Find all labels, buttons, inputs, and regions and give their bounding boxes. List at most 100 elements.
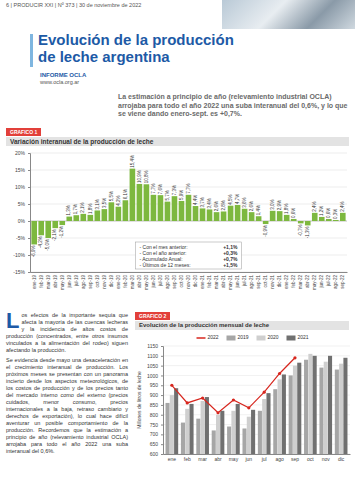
bar — [328, 356, 332, 454]
x-tick: ene-22 — [284, 275, 289, 290]
y-tick-mark — [161, 454, 163, 455]
bar — [201, 401, 205, 454]
x-tick-label: abr-22 — [305, 275, 310, 289]
bar — [196, 419, 200, 454]
bar — [116, 207, 122, 221]
bar — [251, 410, 255, 454]
data-label: 0,6% — [326, 208, 331, 218]
y-tick: 1100 — [147, 353, 163, 359]
bar — [130, 169, 136, 221]
bar — [278, 379, 282, 454]
bar — [231, 411, 235, 454]
x-tick-label: mar-20 — [130, 275, 135, 290]
y-tick: 1000 — [147, 373, 163, 379]
x-tick-label: dic-20 — [193, 275, 198, 288]
x-tick: ago-19 — [81, 275, 86, 290]
grid-line — [163, 365, 350, 366]
x-tick: ago — [275, 456, 284, 462]
data-label: -0,9% — [263, 225, 268, 237]
x-tick-label: mar-22 — [298, 275, 303, 290]
y-tick-mark — [161, 385, 163, 386]
data-label: 10,8% — [144, 171, 149, 184]
x-tick-label: may-22 — [312, 275, 317, 291]
x-tick: sep-22 — [340, 275, 345, 289]
title-line: de leche argentina — [38, 48, 355, 65]
y-tick-label: 650 — [150, 441, 159, 447]
y-tick-mark — [28, 221, 30, 222]
paragraph: Se evidencia desde mayo una desaceleraci… — [6, 357, 128, 455]
x-tick: sep — [291, 456, 299, 462]
x-tick: ene-19 — [32, 275, 37, 290]
x-tick: oct-19 — [95, 275, 100, 288]
x-tick: jul-19 — [74, 275, 79, 288]
bar — [212, 430, 216, 454]
y-tick: 1050 — [147, 363, 163, 369]
legend-swatch — [197, 337, 206, 339]
x-tick: jun-22 — [319, 275, 324, 289]
bar — [88, 215, 94, 221]
x-tick: mar-19 — [46, 275, 51, 290]
x-tick-label: sep-20 — [172, 275, 177, 289]
x-tick: jul-21 — [242, 275, 247, 288]
bar — [216, 415, 220, 454]
paragraph: Los efectos de la importante sequía que … — [6, 312, 128, 354]
series-marker — [170, 384, 173, 387]
bar — [205, 397, 209, 454]
x-tick-label: jul-20 — [158, 275, 163, 288]
x-tick-label: jun-20 — [151, 275, 156, 289]
x-tick: dic-21 — [277, 275, 282, 288]
bar — [313, 356, 317, 454]
x-tick-label: feb-22 — [291, 275, 296, 288]
data-label: 2,4% — [340, 202, 345, 212]
legend-label: 2019 — [238, 334, 249, 340]
series-marker — [247, 406, 250, 409]
data-label: 6,1% — [123, 189, 128, 199]
bar — [220, 411, 224, 454]
bar — [284, 215, 290, 221]
data-label: 2,8% — [221, 200, 226, 210]
x-tick: abr — [214, 456, 222, 462]
bar — [80, 214, 86, 221]
y-axis-line — [28, 154, 31, 273]
x-tick: dic — [338, 456, 345, 462]
bar — [236, 404, 240, 454]
x-tick: oct — [307, 456, 314, 462]
x-tick-label: feb-21 — [207, 275, 212, 288]
y-tick: 650 — [150, 441, 163, 447]
y-tick-mark — [161, 444, 163, 445]
grid — [163, 346, 350, 454]
data-label: 4,7% — [235, 194, 240, 204]
x-tick-label: feb-20 — [123, 275, 128, 288]
y-tick: 15% — [15, 167, 30, 173]
legend-swatch — [257, 336, 266, 341]
x-tick: jul-20 — [158, 275, 163, 288]
x-tick-label: feb-19 — [39, 275, 44, 288]
y-tick-mark — [161, 405, 163, 406]
bar — [109, 202, 115, 221]
x-tick: ene-21 — [200, 275, 205, 290]
bar — [186, 195, 192, 221]
x-tick: may-19 — [60, 275, 65, 291]
bar — [181, 423, 185, 454]
y-axis: 6006507007508008509009501000105011001150 — [147, 343, 164, 457]
x-tick-label: nov-19 — [102, 275, 107, 289]
x-tick-label: may-20 — [144, 275, 149, 291]
x-tick: feb-20 — [123, 275, 128, 288]
series-marker — [278, 372, 281, 375]
data-label: 3,7% — [200, 197, 205, 207]
y-tick-label: 10% — [15, 184, 26, 190]
y-tick: 20% — [15, 150, 30, 156]
x-tick: dic-19 — [109, 275, 114, 288]
data-label: -1,3% — [305, 226, 310, 238]
x-tick-label: ago-19 — [81, 275, 86, 290]
x-tick: may-22 — [312, 275, 317, 291]
y-tick-label: -10% — [13, 252, 25, 258]
legend-item: 2021 — [287, 334, 309, 340]
x-tick-label: nov-20 — [186, 275, 191, 289]
bar — [256, 216, 262, 221]
bar — [340, 213, 346, 221]
x-tick: mar-21 — [214, 275, 219, 290]
x-tick-label: jul-19 — [74, 275, 79, 288]
y-tick-label: -5% — [16, 235, 25, 241]
data-label: 4,4% — [193, 195, 198, 205]
